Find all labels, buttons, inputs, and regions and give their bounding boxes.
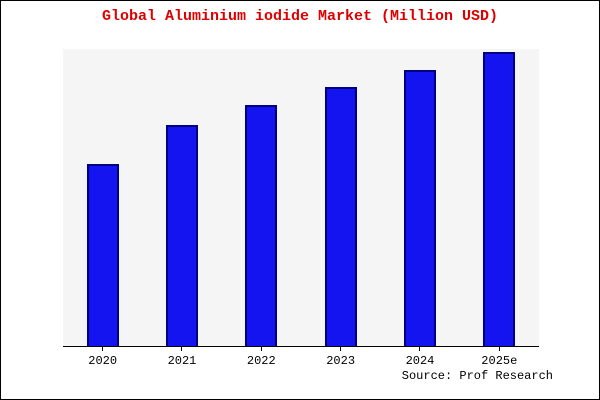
bar-column <box>380 49 459 346</box>
bar-column <box>301 49 380 346</box>
x-axis-ticks <box>63 347 539 351</box>
x-label-2022: 2022 <box>246 354 276 368</box>
bar-column <box>222 49 301 346</box>
chart-title: Global Aluminium iodide Market (Million … <box>101 8 499 25</box>
bar-2020 <box>86 163 119 346</box>
bar-2024 <box>403 69 436 346</box>
x-label-2023: 2023 <box>326 354 356 368</box>
x-label-2020: 2020 <box>88 354 118 368</box>
x-label-2024: 2024 <box>405 354 435 368</box>
tick-mark <box>222 347 301 351</box>
tick-mark <box>380 347 459 351</box>
bar-column <box>460 49 539 346</box>
bars-container <box>63 49 539 346</box>
tick-mark <box>301 347 380 351</box>
x-label-2021: 2021 <box>167 354 197 368</box>
tick-mark <box>460 347 539 351</box>
tick-mark <box>142 347 221 351</box>
bar-column <box>63 49 142 346</box>
bar-2022 <box>245 104 278 346</box>
plot-area <box>63 49 539 347</box>
x-axis-labels: 2020 2021 2022 2023 2024 2025e <box>63 354 539 368</box>
x-label-2025e: 2025e <box>481 354 518 368</box>
source-attribution: Source: Prof Research <box>401 369 553 383</box>
bar-column <box>142 49 221 346</box>
tick-mark <box>63 347 142 351</box>
bar-2025e <box>483 51 516 346</box>
bar-2023 <box>324 87 357 346</box>
bar-2021 <box>165 125 198 346</box>
